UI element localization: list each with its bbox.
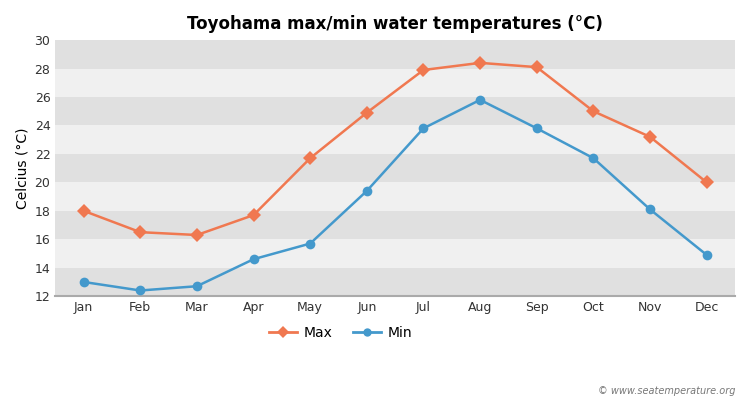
Bar <box>56 154 735 182</box>
Max <box>589 109 598 114</box>
Bar <box>56 239 735 268</box>
Min <box>362 188 371 193</box>
Bar <box>56 211 735 239</box>
Bar <box>56 68 735 97</box>
Min <box>306 241 315 246</box>
Min <box>646 207 655 212</box>
Bar <box>56 40 735 68</box>
Min <box>476 98 484 102</box>
Min <box>79 280 88 284</box>
Min <box>589 156 598 160</box>
Text: © www.seatemperature.org: © www.seatemperature.org <box>598 386 735 396</box>
Max <box>362 110 371 115</box>
Line: Min: Min <box>79 95 712 295</box>
Max <box>136 230 145 234</box>
Y-axis label: Celcius (°C): Celcius (°C) <box>15 127 29 209</box>
Min <box>249 257 258 262</box>
Max <box>646 134 655 139</box>
Min <box>419 126 428 131</box>
Max <box>532 65 542 70</box>
Bar <box>56 268 735 296</box>
Min <box>136 288 145 293</box>
Bar <box>56 97 735 126</box>
Max <box>193 233 202 238</box>
Max <box>702 180 711 185</box>
Title: Toyohama max/min water temperatures (°C): Toyohama max/min water temperatures (°C) <box>188 15 603 33</box>
Bar <box>56 182 735 211</box>
Min <box>702 252 711 257</box>
Min <box>532 126 542 131</box>
Bar <box>56 126 735 154</box>
Max <box>419 68 428 72</box>
Min <box>193 284 202 289</box>
Max <box>249 213 258 218</box>
Max <box>306 156 315 160</box>
Max <box>79 208 88 213</box>
Line: Max: Max <box>79 58 712 240</box>
Max <box>476 60 484 65</box>
Legend: Max, Min: Max, Min <box>263 320 419 346</box>
